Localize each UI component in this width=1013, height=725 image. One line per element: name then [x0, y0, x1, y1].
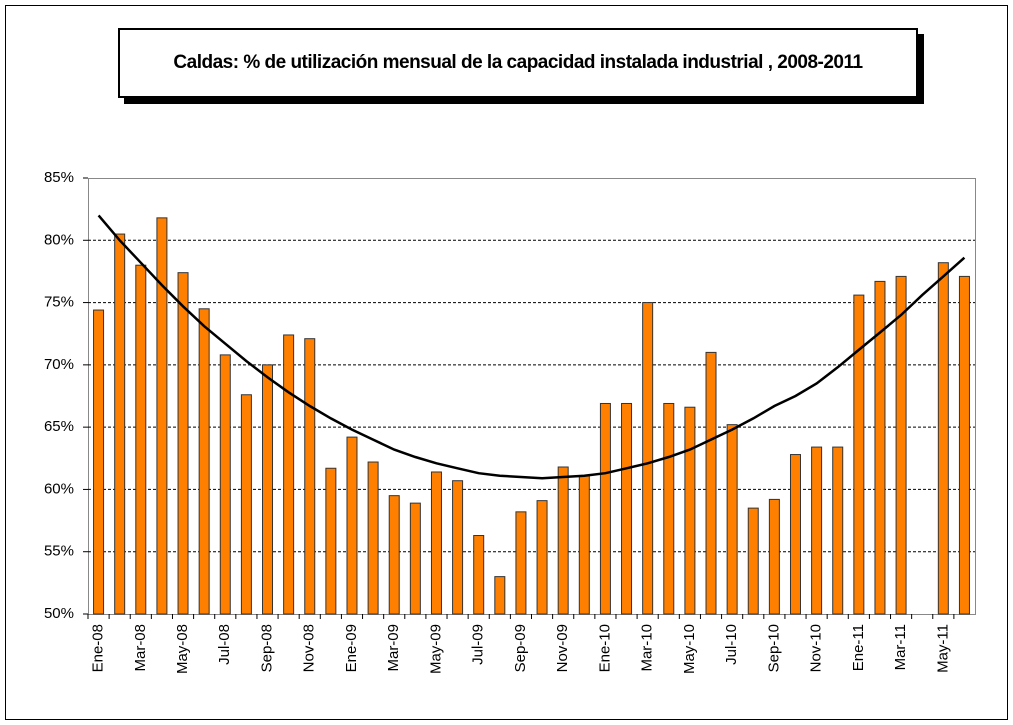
bar — [240, 394, 252, 615]
bar — [452, 480, 464, 615]
bar — [895, 275, 907, 615]
trend-line — [97, 214, 966, 480]
bar — [515, 511, 527, 615]
y-tick-label: 65% — [44, 418, 74, 435]
bar — [409, 502, 421, 615]
bar — [874, 280, 886, 615]
bar — [768, 498, 780, 615]
bar — [198, 308, 210, 615]
bar — [325, 467, 337, 615]
bar — [621, 402, 633, 615]
bar — [599, 402, 611, 615]
y-tick-label: 85% — [44, 169, 74, 186]
bar — [262, 364, 274, 615]
bar — [494, 576, 506, 615]
x-tick-label: Ene-10 — [596, 624, 613, 672]
bar — [811, 446, 823, 615]
x-tick-label: Sep-10 — [765, 624, 782, 672]
x-tick-label: Mar-10 — [639, 624, 656, 672]
bar — [283, 334, 295, 615]
bar — [93, 309, 105, 615]
x-tick-label: Jul-08 — [216, 624, 233, 665]
bar — [578, 475, 590, 615]
bar — [684, 406, 696, 615]
plot-area — [88, 178, 976, 615]
x-tick-label: Nov-08 — [301, 624, 318, 672]
bar — [557, 466, 569, 615]
x-tick-label: May-10 — [681, 624, 698, 674]
bar — [663, 402, 675, 615]
bar — [747, 507, 759, 615]
x-tick-label: Ene-11 — [850, 624, 867, 671]
x-tick-label: Jul-10 — [723, 624, 740, 665]
x-tick-label: Nov-10 — [808, 624, 825, 672]
bar — [536, 500, 548, 615]
x-tick-label: Mar-09 — [385, 624, 402, 672]
x-tick-label: May-09 — [427, 624, 444, 674]
bar — [726, 424, 738, 615]
bar — [219, 354, 231, 615]
bar — [958, 275, 970, 615]
y-tick-label: 80% — [44, 231, 74, 248]
y-tick-label: 50% — [44, 605, 74, 622]
bar — [937, 262, 949, 615]
bar — [789, 454, 801, 615]
x-tick-label: Sep-08 — [258, 624, 275, 672]
x-tick-label: Ene-08 — [90, 624, 107, 672]
x-tick-label: Ene-09 — [343, 624, 360, 672]
bar — [430, 471, 442, 615]
x-tick-label: Jul-09 — [470, 624, 487, 665]
chart-title: Caldas: % de utilización mensual de la c… — [118, 28, 918, 98]
bar — [473, 535, 485, 615]
x-tick-label: Mar-08 — [132, 624, 149, 672]
y-tick-label: 55% — [44, 543, 74, 560]
bar — [177, 272, 189, 615]
x-tick-label: Mar-11 — [892, 624, 909, 670]
x-tick-label: May-08 — [174, 624, 191, 674]
y-tick-label: 75% — [44, 294, 74, 311]
bar — [642, 302, 654, 615]
bar — [156, 217, 168, 615]
y-tick-label: 60% — [44, 480, 74, 497]
bar — [853, 294, 865, 615]
bar — [135, 264, 147, 615]
bar — [705, 351, 717, 615]
bar — [832, 446, 844, 615]
bar — [346, 436, 358, 615]
x-tick-label: Nov-09 — [554, 624, 571, 672]
bar — [114, 233, 126, 615]
bar — [367, 461, 379, 615]
x-tick-label: Sep-09 — [512, 624, 529, 672]
x-tick-label: May-11 — [934, 624, 951, 673]
bar — [388, 495, 400, 615]
y-tick-label: 70% — [44, 356, 74, 373]
bar — [304, 338, 316, 615]
